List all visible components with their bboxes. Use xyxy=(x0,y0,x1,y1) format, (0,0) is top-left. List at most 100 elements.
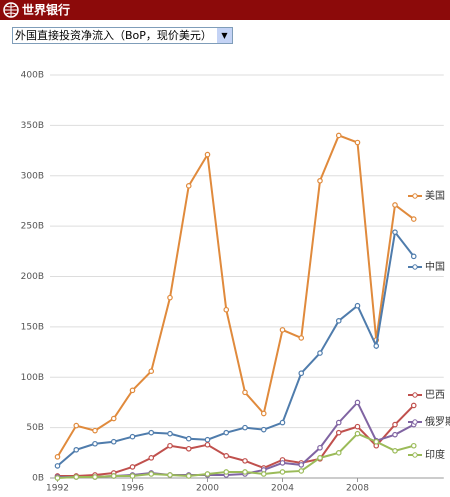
point xyxy=(223,306,230,313)
point xyxy=(317,444,323,451)
point xyxy=(373,343,380,349)
legend-marker xyxy=(412,264,418,270)
point xyxy=(185,183,192,189)
point xyxy=(298,468,305,474)
point xyxy=(129,473,136,479)
point xyxy=(185,473,192,479)
point xyxy=(54,463,61,469)
point xyxy=(185,445,192,452)
point xyxy=(129,433,136,440)
select-label: 外国直接投资净流入（BoP，现价美元） xyxy=(15,29,212,42)
point xyxy=(148,429,155,436)
point xyxy=(73,422,80,429)
point xyxy=(279,460,286,466)
y-tick-label: 50B xyxy=(26,423,44,433)
series-line xyxy=(57,400,415,478)
x-tick-label: 2000 xyxy=(196,484,219,494)
point xyxy=(392,431,398,438)
point xyxy=(260,426,267,433)
series-line xyxy=(56,134,415,458)
point xyxy=(204,151,211,158)
point xyxy=(410,402,417,409)
y-tick-label: 400B xyxy=(21,71,44,81)
legend-label: 印度 xyxy=(425,448,445,461)
point xyxy=(317,455,323,461)
x-tick-label: 2004 xyxy=(271,484,294,494)
point xyxy=(335,450,342,456)
point xyxy=(335,132,342,139)
legend-marker xyxy=(412,193,418,199)
point xyxy=(392,202,398,208)
point xyxy=(110,415,117,422)
point xyxy=(129,464,136,470)
point xyxy=(185,435,192,442)
point xyxy=(335,318,342,324)
point xyxy=(167,442,173,449)
point xyxy=(223,429,230,436)
indicator-select[interactable]: 外国直接投资净流入（BoP，现价美元） ▼ xyxy=(12,27,233,44)
legend-label: 美国 xyxy=(425,189,445,202)
logo xyxy=(3,2,19,18)
point xyxy=(129,387,136,394)
point xyxy=(223,453,230,459)
point xyxy=(410,216,417,222)
point xyxy=(73,474,80,480)
select-arrow: ▼ xyxy=(216,28,232,43)
header: 世界银行 xyxy=(0,0,450,20)
series-line xyxy=(57,404,415,477)
point xyxy=(110,438,117,445)
series-line xyxy=(56,229,415,467)
series-line xyxy=(57,432,415,479)
x-tick-label: 1996 xyxy=(121,484,144,494)
point xyxy=(410,253,417,260)
legend-label: 巴西 xyxy=(425,389,445,401)
point xyxy=(73,446,80,453)
point xyxy=(92,427,98,434)
y-tick-label: 300B xyxy=(21,171,44,181)
y-tick-label: 350B xyxy=(21,121,44,131)
legend-marker xyxy=(412,392,418,398)
point xyxy=(354,399,361,406)
point xyxy=(92,440,98,447)
point xyxy=(167,430,173,437)
point xyxy=(279,469,286,475)
y-tick-label: 150B xyxy=(21,322,44,332)
point xyxy=(317,177,323,184)
point xyxy=(354,423,361,430)
y-tick-label: 250B xyxy=(21,222,44,232)
point xyxy=(223,469,230,475)
y-tick-label: 0B xyxy=(32,474,44,484)
point xyxy=(354,430,361,437)
legend-label: 中国 xyxy=(425,260,445,273)
point xyxy=(410,442,417,449)
point xyxy=(92,474,98,480)
point xyxy=(110,473,117,479)
point xyxy=(204,436,211,443)
point xyxy=(148,368,155,375)
point xyxy=(242,389,248,396)
point xyxy=(354,139,361,146)
x-tick-label: 2008 xyxy=(346,484,369,494)
point xyxy=(148,471,155,477)
legend-marker xyxy=(412,452,418,458)
point xyxy=(335,419,342,426)
point xyxy=(392,229,398,235)
legend-label: 俄罗斯 xyxy=(425,415,450,428)
point xyxy=(204,441,211,448)
point xyxy=(167,472,173,478)
point xyxy=(242,458,248,464)
y-tick-label: 100B xyxy=(21,373,44,383)
point xyxy=(148,455,155,461)
legend-marker xyxy=(412,419,418,425)
point xyxy=(260,471,267,477)
point xyxy=(392,447,398,454)
point xyxy=(373,438,380,445)
point xyxy=(279,419,286,426)
point xyxy=(167,294,173,301)
point xyxy=(260,410,267,417)
point xyxy=(298,462,305,468)
header-title: 世界银行 xyxy=(22,3,71,17)
point xyxy=(54,454,61,460)
